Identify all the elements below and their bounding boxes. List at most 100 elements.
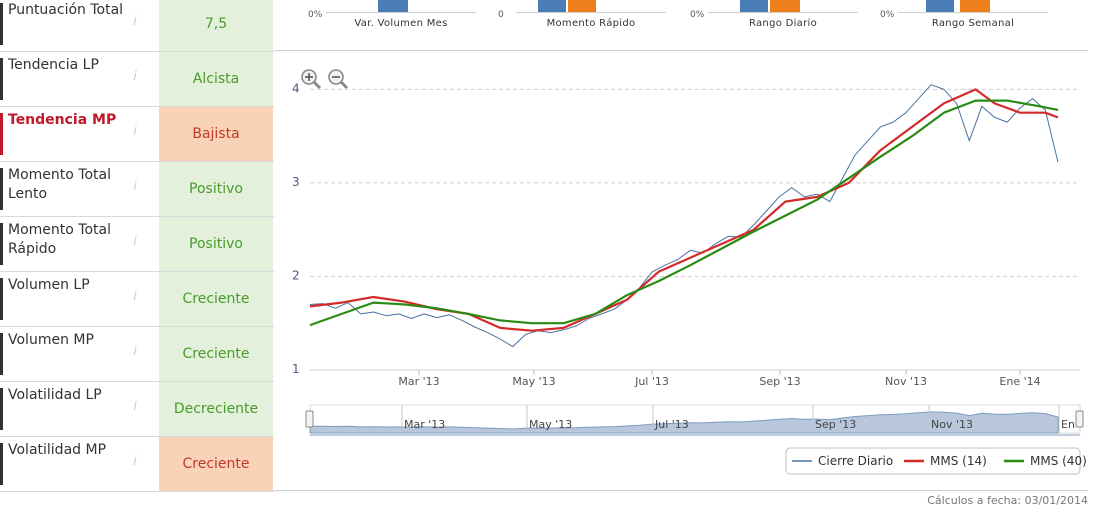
zoom-out-icon[interactable]	[328, 69, 349, 90]
series-line	[309, 84, 1059, 348]
navigator-tick-label: May '13	[529, 418, 572, 431]
navigator-handle-left[interactable]	[305, 410, 314, 428]
bottom-divider	[274, 490, 1088, 491]
mini-bar	[538, 0, 566, 12]
indicator-value: Creciente	[159, 437, 273, 491]
y-tick-label: 3	[292, 175, 300, 189]
mini-chart: 0% Var. Volumen Mes	[308, 0, 488, 34]
mini-bar	[378, 0, 408, 12]
zoom-in-icon[interactable]	[301, 69, 322, 90]
y-tick-label: 1	[292, 362, 300, 376]
navigator-tick-label: Jul '13	[654, 418, 689, 431]
navigator-tick-label: Nov '13	[931, 418, 973, 431]
navigator-area	[309, 411, 1059, 434]
mini-chart: 0% Rango Diario	[690, 0, 870, 34]
indicator-row: Volatilidad LP i Decreciente	[0, 382, 274, 437]
indicator-value: Creciente	[159, 272, 273, 326]
indicator-label: Volatilidad MP	[8, 442, 107, 458]
info-icon[interactable]: i	[133, 124, 137, 138]
indicator-row: Puntuación Total i 7,5	[0, 0, 274, 52]
mini-bar	[960, 0, 990, 12]
indicator-label: Momento Total Lento	[8, 167, 111, 202]
mini-chart-label: Rango Diario	[748, 18, 818, 29]
indicator-marker	[0, 388, 3, 430]
x-tick-label: Sep '13	[759, 375, 800, 388]
navigator-tick-label: En	[1061, 418, 1075, 431]
indicator-label: Volatilidad LP	[8, 387, 102, 403]
navigator-tick-label: Sep '13	[815, 418, 856, 431]
indicator-marker	[0, 3, 3, 45]
info-icon[interactable]: i	[133, 399, 137, 413]
info-icon[interactable]: i	[133, 14, 137, 28]
indicator-row: Volumen MP i Creciente	[0, 327, 274, 382]
indicator-label: Tendencia LP	[8, 57, 99, 73]
indicator-marker	[0, 443, 3, 485]
mini-axis-label: 0%	[690, 10, 705, 20]
calculation-date: Cálculos a fecha: 03/01/2014	[927, 494, 1088, 507]
x-tick-label: Ene '14	[999, 375, 1040, 388]
info-icon[interactable]: i	[133, 289, 137, 303]
indicator-row: Tendencia MP i Bajista	[0, 107, 274, 162]
y-tick-label: 4	[292, 81, 300, 95]
indicator-value: Alcista	[159, 52, 273, 106]
indicator-label: Momento Total Rápido	[8, 222, 111, 257]
mini-axis-line	[516, 12, 666, 13]
navigator-handle-right[interactable]	[1075, 410, 1084, 428]
indicator-value: 7,5	[159, 0, 273, 51]
mini-chart-label: Momento Rápido	[546, 18, 636, 29]
indicator-marker	[0, 113, 3, 155]
navigator-tick-label: Mar '13	[404, 418, 445, 431]
mini-bar	[740, 0, 768, 12]
separator	[274, 50, 1088, 51]
mini-chart-label: Rango Semanal	[931, 18, 1015, 29]
legend-label: MMS (14)	[930, 454, 987, 468]
info-icon[interactable]: i	[133, 69, 137, 83]
indicator-value: Positivo	[159, 217, 273, 271]
mini-axis-label: 0%	[880, 10, 895, 20]
mini-axis-label: 0	[498, 10, 504, 20]
info-icon[interactable]: i	[133, 344, 137, 358]
info-icon[interactable]: i	[133, 179, 137, 193]
mini-axis-label: 0%	[308, 10, 323, 20]
legend-label: Cierre Diario	[818, 454, 893, 468]
mini-axis-line	[326, 12, 476, 13]
price-chart: 1 2 3 4 Mar '13 May '13 Jul '13 Sep '13 Nov '13 E…	[292, 69, 1087, 475]
indicator-marker	[0, 168, 3, 210]
indicator-label: Volumen MP	[8, 332, 94, 348]
mini-axis-line	[708, 12, 858, 13]
indicator-marker	[0, 58, 3, 100]
indicator-label: Volumen LP	[8, 277, 90, 293]
indicator-marker	[0, 278, 3, 320]
series-line	[309, 99, 1059, 327]
x-tick-label: Nov '13	[885, 375, 927, 388]
indicator-value: Positivo	[159, 162, 273, 216]
y-tick-label: 2	[292, 268, 300, 282]
indicator-value: Decreciente	[159, 382, 273, 436]
indicator-value: Bajista	[159, 107, 273, 161]
x-tick-label: May '13	[512, 375, 555, 388]
x-tick-label: Mar '13	[398, 375, 439, 388]
mini-charts-panel: 0% Var. Volumen Mes 0 Momento Rápido 0% Rango…	[290, 0, 1098, 34]
series-line	[309, 88, 1059, 332]
legend-label: MMS (40)	[1030, 454, 1087, 468]
mini-bar	[770, 0, 800, 12]
indicator-label: Puntuación Total	[8, 2, 124, 18]
mini-chart-label: Var. Volumen Mes	[354, 18, 448, 29]
legend-box	[785, 447, 1081, 475]
indicator-marker	[0, 333, 3, 375]
mini-chart: 0 Momento Rápido	[498, 0, 678, 34]
mini-bar	[926, 0, 954, 12]
info-icon[interactable]: i	[133, 454, 137, 468]
mini-bar	[568, 0, 596, 12]
indicator-label: Tendencia MP	[8, 112, 117, 128]
indicator-row: Momento Total Lento i Positivo	[0, 162, 274, 217]
x-tick-label: Jul '13	[634, 375, 669, 388]
indicator-marker	[0, 223, 3, 265]
mini-axis-line	[898, 12, 1048, 13]
mini-chart: 0% Rango Semanal	[880, 0, 1060, 34]
indicator-value: Creciente	[159, 327, 273, 381]
indicator-row: Volumen LP i Creciente	[0, 272, 274, 327]
indicator-row: Tendencia LP i Alcista	[0, 52, 274, 107]
info-icon[interactable]: i	[133, 234, 137, 248]
indicator-row: Momento Total Rápido i Positivo	[0, 217, 274, 272]
